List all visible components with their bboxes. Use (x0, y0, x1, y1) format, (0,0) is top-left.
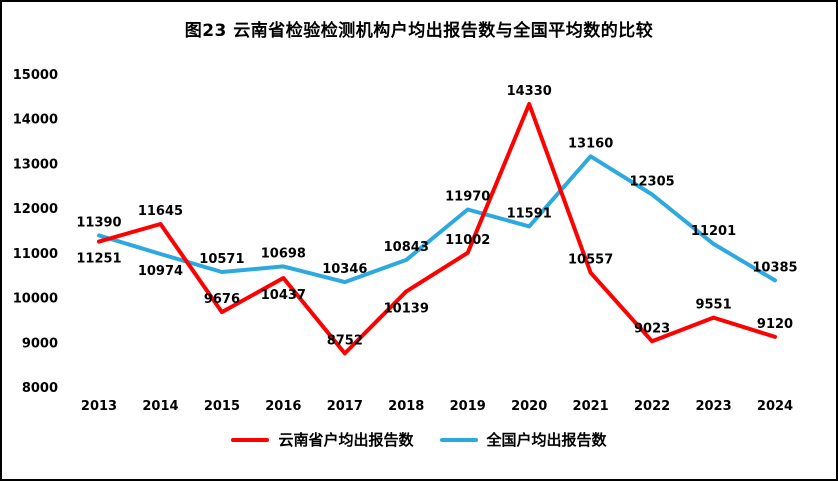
legend-label-national: 全国户均出报告数 (486, 431, 607, 449)
y-tick-label: 13000 (13, 157, 58, 172)
data-label: 10974 (138, 264, 183, 279)
data-label: 9551 (695, 298, 731, 313)
yunnan-series-swatch (231, 437, 270, 442)
data-label: 14330 (507, 84, 552, 99)
data-label: 11390 (76, 215, 121, 230)
data-label: 10698 (261, 246, 306, 261)
y-tick-label: 10000 (13, 292, 58, 307)
line-chart-plot: 8000 9000 10000 11000 12000 13000 14000 15000 20… (13, 68, 798, 414)
series-line-1 (97, 154, 777, 285)
chart-legend: 云南省户均出报告数 全国户均出报告数 (2, 429, 836, 450)
x-tick-label: 2015 (204, 399, 240, 414)
data-label: 10843 (384, 240, 429, 255)
y-tick-label: 15000 (13, 68, 58, 83)
y-tick-label: 9000 (22, 336, 58, 351)
y-tick-label: 8000 (22, 381, 58, 396)
x-tick-label: 2023 (695, 399, 731, 414)
data-label: 10571 (199, 252, 244, 267)
series-line-0 (97, 102, 777, 356)
x-tick-label: 2013 (81, 399, 117, 414)
data-label: 11645 (138, 204, 183, 219)
data-label: 8752 (327, 333, 363, 348)
data-label: 11002 (445, 233, 490, 248)
data-label: 10346 (322, 262, 367, 277)
legend-item-national: 全国户均出报告数 (439, 429, 607, 450)
y-tick-label: 14000 (13, 113, 58, 128)
x-tick-label: 2024 (757, 399, 793, 414)
data-label: 10385 (752, 260, 797, 275)
x-tick-label: 2021 (573, 399, 609, 414)
data-label: 9120 (757, 317, 793, 332)
chart-title: 图23 云南省检验检测机构户均出报告数与全国平均数的比较 (184, 21, 654, 41)
x-tick-label: 2014 (142, 399, 178, 414)
x-tick-label: 2020 (511, 399, 547, 414)
data-label: 11251 (76, 252, 121, 267)
data-label: 11970 (445, 189, 490, 204)
x-tick-label: 2016 (265, 399, 301, 414)
x-tick-label: 2022 (634, 399, 670, 414)
x-tick-label: 2019 (450, 399, 486, 414)
data-label: 10437 (261, 288, 306, 303)
data-label: 9023 (634, 321, 670, 336)
y-tick-label: 12000 (13, 202, 58, 217)
data-label: 11201 (691, 224, 736, 239)
legend-label-yunnan: 云南省户均出报告数 (278, 431, 414, 449)
data-label: 10557 (568, 253, 613, 268)
x-tick-label: 2017 (327, 399, 363, 414)
data-label: 10139 (384, 301, 429, 316)
data-label: 11591 (507, 206, 552, 221)
legend-item-yunnan: 云南省户均出报告数 (231, 429, 414, 450)
data-label: 12305 (629, 175, 674, 190)
national-series-swatch (439, 437, 478, 442)
data-label: 13160 (568, 136, 613, 151)
x-tick-label: 2018 (388, 399, 424, 414)
data-label: 9676 (204, 292, 240, 307)
y-tick-label: 11000 (13, 247, 58, 262)
